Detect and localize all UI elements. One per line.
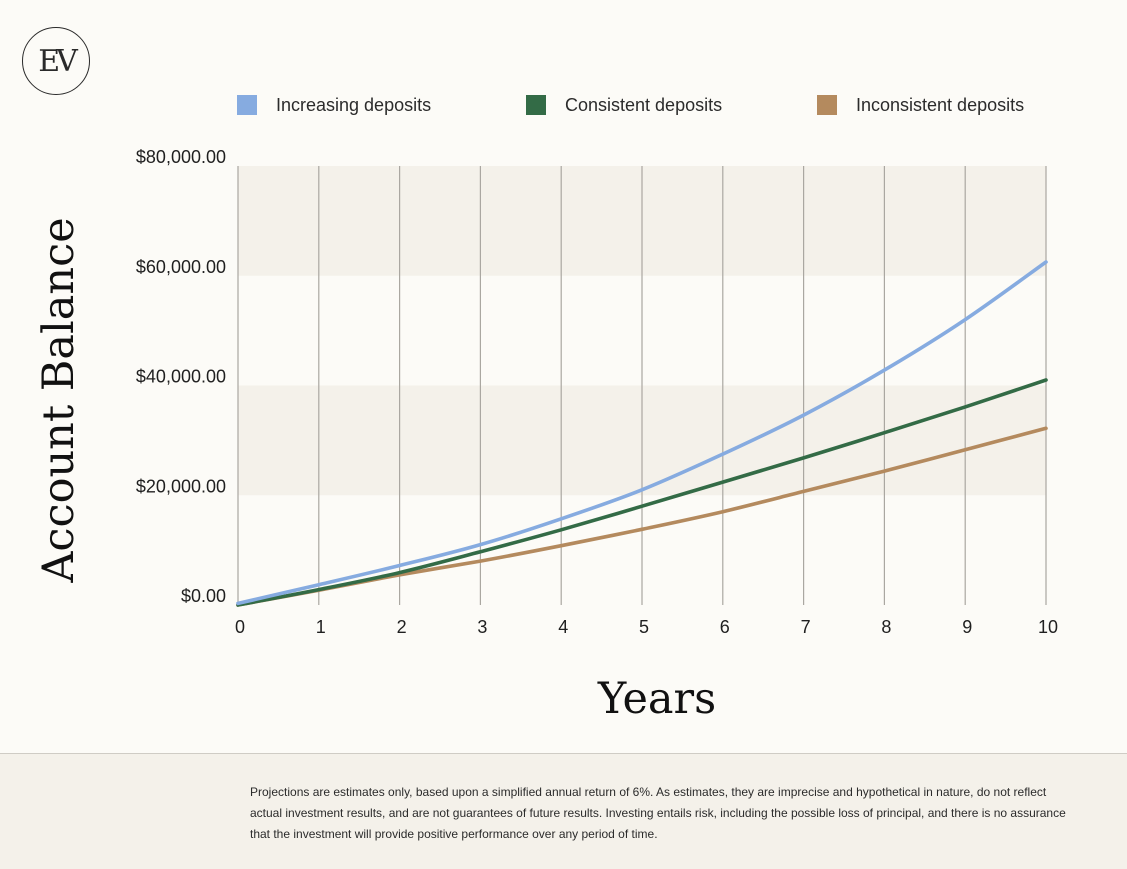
legend-label-increasing: Increasing deposits	[276, 94, 432, 115]
legend-item-increasing: Increasing deposits	[237, 92, 431, 118]
y-tick-label: $80,000.00	[136, 147, 226, 167]
series-line-increasing-deposits	[236, 260, 1048, 606]
x-axis-title: Years	[597, 674, 716, 724]
legend-swatch-consistent	[526, 95, 546, 115]
legend-item-inconsistent: Inconsistent deposits	[817, 92, 1024, 118]
x-tick-label: 6	[720, 617, 730, 637]
series-line-consistent-deposits	[236, 378, 1048, 607]
legend-swatch-inconsistent	[817, 95, 837, 115]
x-tick-label: 10	[1038, 617, 1058, 637]
x-tick-label: 3	[477, 617, 487, 637]
y-axis-title: Account Balance	[34, 217, 84, 583]
legend-label-consistent: Consistent deposits	[565, 94, 723, 115]
x-tick-label: 7	[801, 617, 811, 637]
y-tick-label: $60,000.00	[136, 257, 226, 277]
y-tick-label: $0.00	[181, 586, 226, 606]
chart-legend: Increasing deposits Consistent deposits …	[0, 92, 1127, 118]
balance-chart: $0.00 $20,000.00 $40,000.00 $60,000.00 $80,0…	[34, 147, 1058, 724]
x-tick-label: 4	[558, 617, 568, 637]
x-tick-label: 2	[397, 617, 407, 637]
x-tick-label: 5	[639, 617, 649, 637]
x-tick-labels: 0 1 2 3 4 5 6 7 8 9 10	[235, 617, 1058, 637]
x-tick-label: 0	[235, 617, 245, 637]
y-tick-label: $20,000.00	[136, 476, 226, 496]
x-tick-label: 8	[881, 617, 891, 637]
x-tick-label: 1	[316, 617, 326, 637]
y-tick-labels: $0.00 $20,000.00 $40,000.00 $60,000.00 $80,0…	[136, 147, 226, 606]
logo-text: EV	[38, 43, 78, 79]
series-lines	[236, 260, 1048, 607]
disclaimer-text: Projections are estimates only, based up…	[250, 785, 1066, 841]
footer: Projections are estimates only, based up…	[0, 753, 1127, 869]
x-tick-label: 9	[962, 617, 972, 637]
y-tick-label: $40,000.00	[136, 367, 226, 387]
ev-logo: EV	[22, 27, 90, 95]
legend-swatch-increasing	[237, 95, 257, 115]
legend-label-inconsistent: Inconsistent deposits	[856, 94, 1025, 115]
vertical-gridlines	[237, 166, 1047, 605]
legend-item-consistent: Consistent deposits	[526, 92, 722, 118]
